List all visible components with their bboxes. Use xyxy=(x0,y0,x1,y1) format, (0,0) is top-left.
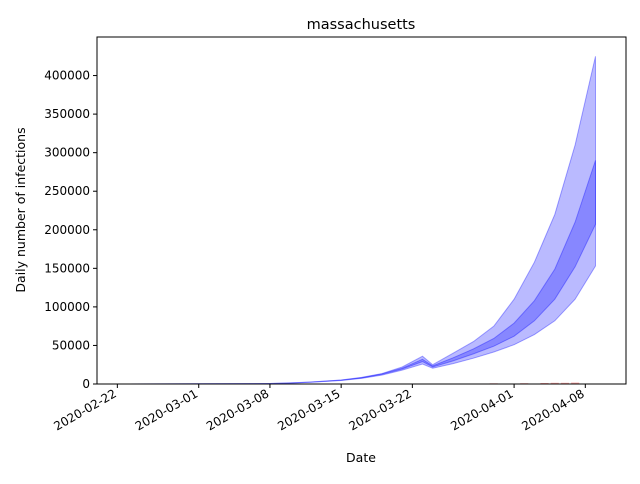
y-axis: 0 50000 100000 150000 200000 250000 300000 3500… xyxy=(44,69,97,391)
x-tick-label: 2020-03-08 xyxy=(204,386,271,433)
x-axis-label: Date xyxy=(346,450,376,465)
x-tick-label: 2020-04-08 xyxy=(519,386,586,433)
chart-title: massachusetts xyxy=(307,17,416,33)
y-tick-label: 0 xyxy=(82,377,90,391)
outer-band-95 xyxy=(128,56,596,384)
y-tick-label: 200000 xyxy=(44,223,90,237)
x-tick-label: 2020-03-01 xyxy=(133,386,200,433)
y-tick-label: 50000 xyxy=(52,338,90,352)
y-tick-label: 100000 xyxy=(44,300,90,314)
plot-area xyxy=(128,56,596,384)
y-tick-label: 400000 xyxy=(44,69,90,83)
x-tick-label: 2020-03-15 xyxy=(275,386,342,433)
y-tick-label: 350000 xyxy=(44,107,90,121)
y-axis-label: Daily number of infections xyxy=(13,127,28,292)
x-tick-label: 2020-03-22 xyxy=(346,386,413,433)
y-tick-label: 300000 xyxy=(44,146,90,160)
x-tick-label: 2020-02-22 xyxy=(51,386,118,433)
y-tick-label: 250000 xyxy=(44,184,90,198)
y-tick-label: 150000 xyxy=(44,261,90,275)
inner-band-50 xyxy=(128,160,596,384)
plot-frame xyxy=(97,37,626,384)
x-tick-label: 2020-04-01 xyxy=(448,386,515,433)
